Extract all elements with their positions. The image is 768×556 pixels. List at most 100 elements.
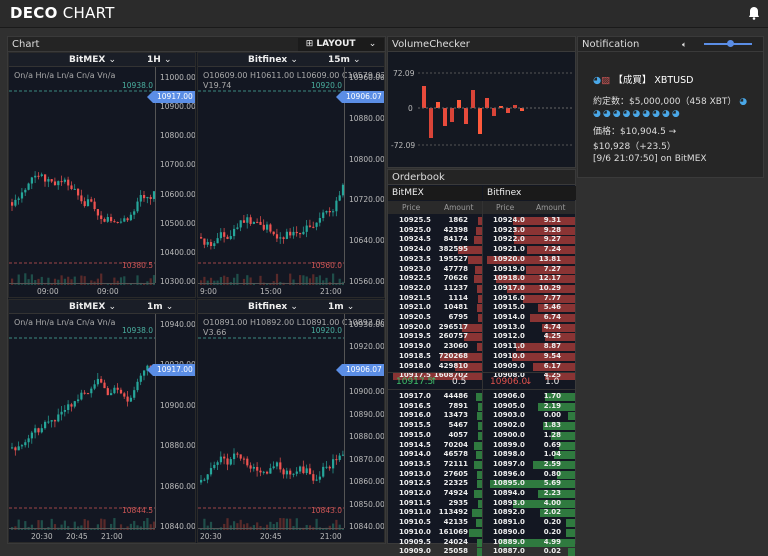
orderbook-row[interactable]: 10891.0 0.20 — [483, 518, 575, 527]
candlestick-plot[interactable] — [198, 67, 344, 285]
orderbook-row[interactable]: 10889.0 4.99 — [483, 538, 575, 547]
orderbook-row[interactable]: 10895.0 5.69 — [483, 479, 575, 488]
timeframe-select[interactable]: 15m ⌄ — [328, 55, 361, 65]
orderbook-row[interactable]: 10914.0 6.74 — [483, 313, 575, 322]
candle — [256, 222, 258, 223]
exchange-select[interactable]: BitMEX ⌄ — [69, 55, 116, 65]
orderbook-row[interactable]: 10905.0 2.19 — [483, 402, 575, 411]
orderbook-row[interactable]: 10920.0 296517 — [388, 323, 482, 332]
orderbook-row[interactable]: 10896.0 0.80 — [483, 470, 575, 479]
orderbook-row[interactable]: 10917.0 10.29 — [483, 284, 575, 293]
orderbook-row[interactable]: 10921.0 7.24 — [483, 245, 575, 254]
orderbook-row[interactable]: 10919.0 7.27 — [483, 265, 575, 274]
orderbook-row[interactable]: 10910.0 161069 — [388, 528, 482, 537]
orderbook-row[interactable]: 10893.0 4.00 — [483, 499, 575, 508]
orderbook-row[interactable]: 10910.5 42135 — [388, 518, 482, 527]
orderbook-row[interactable]: 10887.0 0.02 — [483, 547, 575, 556]
orderbook-row[interactable]: 10916.5 7891 — [388, 402, 482, 411]
orderbook-row[interactable]: 10897.0 2.59 — [483, 460, 575, 469]
orderbook-row[interactable]: 10920.5 6795 — [388, 313, 482, 322]
orderbook-row[interactable]: 10919.0 23060 — [388, 342, 482, 351]
candle — [233, 229, 235, 236]
orderbook-row[interactable]: 10890.0 0.20 — [483, 528, 575, 537]
volume-slider-thumb[interactable] — [727, 40, 734, 47]
orderbook-row[interactable]: 10916.0 13473 — [388, 411, 482, 420]
exchange-select[interactable]: Bitfinex ⌄ — [248, 55, 298, 65]
bell-icon[interactable] — [748, 6, 760, 20]
orderbook-row[interactable]: 10913.0 27605 — [388, 470, 482, 479]
orderbook-row[interactable]: 10912.5 22325 — [388, 479, 482, 488]
price-tick: 10300.00 — [160, 277, 196, 286]
orderbook-row[interactable]: 10913.0 4.74 — [483, 323, 575, 332]
orderbook-row[interactable]: 10923.0 9.28 — [483, 226, 575, 235]
orderbook-row[interactable]: 10911.5 2935 — [388, 499, 482, 508]
chart-window-1[interactable]: BitMEX ⌄ 1H ⌄ On/a Hn/a Ln/a Cn/a Vn/a 1… — [8, 52, 196, 298]
orderbook-row[interactable]: 10909.0 25058 — [388, 547, 482, 556]
candlestick-plot[interactable] — [9, 67, 155, 285]
orderbook-row[interactable]: 10892.0 2.02 — [483, 508, 575, 517]
orderbook-row[interactable]: 10915.0 5.46 — [483, 303, 575, 312]
orderbook-row[interactable]: 10921.0 10481 — [388, 303, 482, 312]
orderbook-row[interactable]: 10923.5 195527 — [388, 255, 482, 264]
timeframe-select[interactable]: 1m ⌄ — [147, 302, 173, 312]
candlestick-plot[interactable] — [198, 314, 344, 530]
orderbook-row[interactable]: 10919.5 260757 — [388, 332, 482, 341]
orderbook-row[interactable]: 10920.0 13.81 — [483, 255, 575, 264]
orderbook-row[interactable]: 10925.0 42398 — [388, 226, 482, 235]
orderbook-row[interactable]: 10924.0 382595 — [388, 245, 482, 254]
candle — [316, 223, 318, 227]
orderbook-row[interactable]: 10894.0 2.23 — [483, 489, 575, 498]
orderbook-row[interactable]: 10917.0 44486 — [388, 392, 482, 401]
orderbook-row[interactable]: 10912.0 74924 — [388, 489, 482, 498]
orderbook-row[interactable]: 10914.5 70204 — [388, 441, 482, 450]
chart-window-2[interactable]: Bitfinex ⌄ 15m ⌄ O10609.00 H10611.00 L10… — [197, 52, 385, 298]
orderbook-row[interactable]: 10918.5 720268 — [388, 352, 482, 361]
orderbook-row[interactable]: 10916.0 7.77 — [483, 294, 575, 303]
timeframe-select[interactable]: 1m ⌄ — [328, 302, 354, 312]
exchange-select[interactable]: Bitfinex ⌄ — [248, 302, 298, 312]
order-price: 10896.0 — [493, 470, 525, 479]
volume-icon[interactable]: 🔈︎ — [682, 37, 687, 52]
timeframe-select[interactable]: 1H ⌄ — [147, 55, 171, 65]
orderbook-row[interactable]: 10923.0 47778 — [388, 265, 482, 274]
orderbook-row[interactable]: 10911.0 113492 — [388, 508, 482, 517]
exchange-select[interactable]: BitMEX ⌄ — [69, 302, 116, 312]
orderbook-row[interactable]: 10922.0 9.27 — [483, 235, 575, 244]
orderbook-row[interactable]: 10900.0 1.28 — [483, 431, 575, 440]
orderbook-row[interactable]: 10914.0 46578 — [388, 450, 482, 459]
orderbook-row[interactable]: 10902.0 1.83 — [483, 421, 575, 430]
orderbook-row[interactable]: 10909.5 24024 — [388, 538, 482, 547]
orderbook-row[interactable]: 10918.0 12.17 — [483, 274, 575, 283]
chart-window-3[interactable]: BitMEX ⌄ 1m ⌄ On/a Hn/a Ln/a Cn/a Vn/a 1… — [8, 299, 196, 543]
orderbook-row[interactable]: 10906.0 1.70 — [483, 392, 575, 401]
orderbook-row[interactable]: 10921.5 1114 — [388, 294, 482, 303]
orderbook-row[interactable]: 10915.5 5467 — [388, 421, 482, 430]
orderbook-row[interactable]: 10913.5 72111 — [388, 460, 482, 469]
chart-window-4[interactable]: Bitfinex ⌄ 1m ⌄ O10891.00 H10892.00 L108… — [197, 299, 385, 543]
depth-bar — [477, 480, 482, 488]
orderbook-row[interactable]: 10925.5 1862 — [388, 216, 482, 225]
orderbook-row[interactable]: 10909.0 6.17 — [483, 362, 575, 371]
orderbook-row[interactable]: 10918.0 429810 — [388, 362, 482, 371]
orderbook-row[interactable]: 10924.5 84174 — [388, 235, 482, 244]
orderbook-row[interactable]: 10911.0 8.87 — [483, 342, 575, 351]
price-axis[interactable]: 10940.0010920.0010900.0010880.0010860.00… — [155, 314, 196, 528]
layout-button[interactable]: ⊞ LAYOUT ⌄ — [298, 38, 384, 51]
orderbook-row[interactable]: 10912.0 4.25 — [483, 332, 575, 341]
price-axis[interactable]: 10930.0010920.0010910.0010900.0010890.00… — [344, 314, 385, 528]
orderbook-row[interactable]: 10898.0 1.04 — [483, 450, 575, 459]
orderbook-row[interactable]: 10910.0 9.54 — [483, 352, 575, 361]
candlestick-plot[interactable] — [9, 314, 155, 530]
orderbook-row[interactable]: 10922.5 70626 — [388, 274, 482, 283]
candle — [243, 459, 245, 460]
orderbook-row[interactable]: 10915.0 4057 — [388, 431, 482, 440]
volume-checker-panel: VolumeChecker 72.09 0 -72.09 — [387, 36, 576, 168]
orderbook-row[interactable]: 10899.0 0.69 — [483, 441, 575, 450]
orderbook-row[interactable]: 10903.0 0.00 — [483, 411, 575, 420]
orderbook-row[interactable]: 10922.0 11237 — [388, 284, 482, 293]
orderbook-row[interactable]: 10924.0 9.31 — [483, 216, 575, 225]
